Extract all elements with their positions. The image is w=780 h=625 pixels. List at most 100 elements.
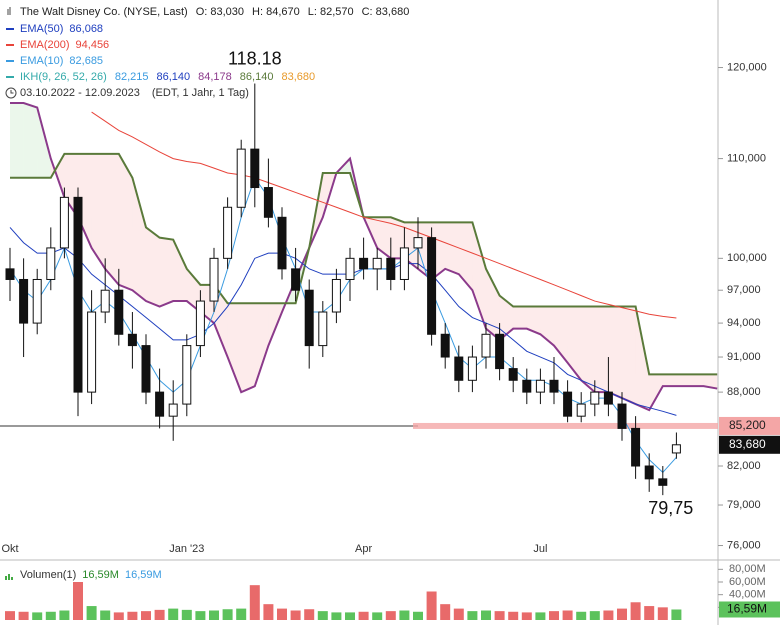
last-price-box [719,435,780,454]
y-tick-label: 76,000 [727,539,761,551]
volume-bar [603,610,614,620]
legend-text: 03.10.2022 - 12.09.2023 [20,87,140,99]
candle-body [440,333,450,358]
x-tick-label: Jan '23 [169,543,204,555]
cloud-fill [662,374,677,387]
y-tick-label: 82,000 [727,460,761,472]
y-tick-label: 100,000 [727,252,767,264]
candle-body [32,278,42,324]
cloud-fill [132,177,146,302]
cloud-fill [581,306,595,393]
candle-body [236,148,246,208]
y-tick-label: 120,000 [727,61,767,73]
cloud-fill [472,222,486,329]
support-label-box [719,416,780,435]
volume-bar [18,611,29,620]
last-price-label: 83,680 [729,437,766,451]
candle-body [522,379,532,393]
legend-text: 86,068 [69,23,103,35]
volume-bar [181,609,192,620]
y-tick-label: 97,000 [727,284,761,296]
cloud-fill [105,153,119,285]
volume-bar [317,611,328,620]
volume-bar [195,611,206,620]
candle-body [467,356,477,381]
legend-text: 84,178 [198,71,232,83]
candle-body [372,257,382,270]
candle-body [250,148,260,189]
y-tick-label: 88,000 [727,386,761,398]
legend-text: EMA(200) [20,39,70,51]
volume-bar [535,612,546,620]
candle-body [73,196,83,393]
cloud-fill [622,306,636,405]
volume-bar [100,610,111,620]
legend-text: 83,680 [281,71,315,83]
volume-bar [521,612,532,620]
legend-text: 94,456 [76,39,110,51]
cloud-fill [690,374,704,387]
legend-text: 16,59M [125,569,162,581]
candle-body [114,289,124,335]
volume-bar [59,610,70,620]
volume-bar [86,606,97,620]
volume-bar [589,611,600,620]
volume-bar [32,612,43,620]
volume-bar [358,611,369,620]
candle-body [590,391,600,405]
candle-body [535,379,545,393]
cloud-fill [377,217,391,259]
candle-body [195,300,205,347]
y-tick-label: 94,000 [727,317,761,329]
volume-bar [426,591,437,620]
legend-text: IKH(9, 26, 52, 26) [20,71,107,83]
volume-last-label: 16,59M [727,602,767,616]
volume-bar [467,611,478,620]
candle-body [617,403,627,429]
volume-bar [209,610,219,620]
candle-body [59,196,69,249]
volume-bar [73,582,83,620]
cloud-fill [486,268,500,340]
legend-text: EMA(50) [20,23,63,35]
cloud-fill [159,237,174,307]
volume-bar [617,608,627,620]
candle-body [331,278,341,313]
candle-body [549,379,559,393]
candle-body [631,427,641,467]
volume-bar [290,610,301,620]
volume-bar [249,585,260,620]
cloud-fill [649,374,663,411]
clock-icon [5,87,17,99]
volume-bar [576,611,587,620]
volume-bar [385,611,396,620]
x-tick-label: Jul [533,543,547,555]
candle-body [318,311,328,347]
cloud-fill [10,103,24,178]
volume-last-box [719,601,780,618]
volume-tick-label: 40,00M [729,589,766,601]
cloud-fill [146,227,160,307]
candle-body [359,257,369,270]
annotation: 79,75 [648,498,693,518]
candle-body [141,345,151,393]
cloud-fill [676,374,690,387]
support-label: 85,200 [729,418,766,432]
volume-bar [440,604,451,620]
cloud-fill [608,306,622,399]
cloud-fill [703,374,718,389]
volume-bar [481,610,491,620]
candle-body [481,333,491,358]
legend-text: EMA(10) [20,55,63,67]
candle-body [291,268,301,291]
volume-bar [372,612,383,620]
candle-body [644,465,654,480]
cloud-fill [567,306,582,381]
volume-bar [399,610,410,620]
volume-bar [562,610,573,620]
candle-body [223,206,233,259]
legend-text: C: 83,680 [362,6,410,18]
x-tick-label: Apr [355,543,372,555]
cloud-fill [118,153,133,291]
